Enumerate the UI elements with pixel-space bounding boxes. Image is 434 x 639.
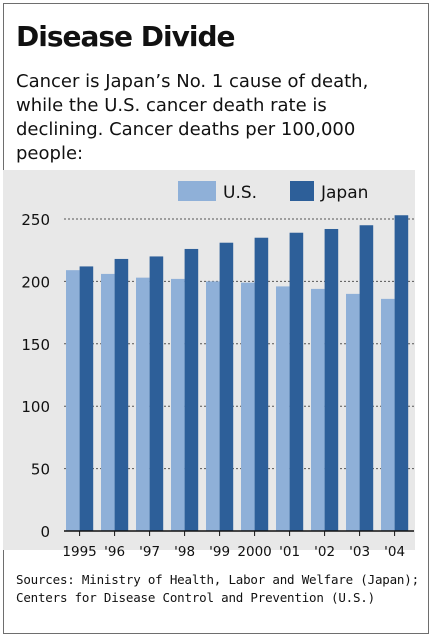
x-tick-label: '02	[314, 544, 335, 560]
x-tick-label: 1995	[62, 544, 96, 560]
bar-japan	[324, 228, 339, 531]
x-tick-label: '01	[279, 544, 300, 560]
x-tick-label: '03	[349, 544, 370, 560]
y-tick-label: 0	[40, 523, 50, 541]
bar-chart: 0 50 100 150 200 250 1995 '96 '97 '98 '99 2000 '01 '0…	[21, 181, 414, 560]
bar-us	[171, 278, 185, 531]
bar-us	[101, 273, 115, 531]
bar-us	[311, 288, 325, 531]
x-tick-label: 2000	[237, 544, 271, 560]
bar-japan	[394, 215, 409, 532]
y-tick-label: 250	[21, 211, 50, 229]
bar-japan	[114, 258, 129, 531]
bar-japan	[289, 232, 304, 531]
legend-label-us: U.S.	[223, 183, 257, 203]
x-tick-label: '97	[139, 544, 160, 560]
y-tick-label: 150	[21, 336, 50, 354]
bar-us	[241, 282, 255, 531]
chart-title: Disease Divide	[16, 20, 236, 53]
bar-us	[136, 277, 150, 531]
x-tick-label: '96	[104, 544, 125, 560]
bar-us	[276, 286, 290, 531]
y-tick-label: 50	[31, 461, 50, 479]
bar-us	[381, 298, 395, 531]
bar-us	[346, 293, 360, 531]
legend-label-japan: Japan	[320, 183, 368, 203]
bar-japan	[219, 242, 234, 531]
bar-japan	[79, 266, 94, 531]
y-tick-label: 200	[21, 273, 50, 291]
bar-us	[206, 281, 220, 531]
bar-japan	[254, 237, 269, 531]
bar-japan	[149, 256, 164, 531]
bar-us	[66, 270, 80, 531]
x-tick-label: '04	[384, 544, 405, 560]
chart-subtitle: Cancer is Japan’s No. 1 cause of death, …	[16, 71, 369, 164]
sources-note: Sources: Ministry of Health, Labor and W…	[16, 572, 419, 605]
legend-swatch-japan	[290, 181, 314, 201]
bar-japan	[184, 248, 199, 531]
bar-japan	[359, 225, 374, 532]
y-tick-label: 100	[21, 398, 50, 416]
x-tick-label: '98	[174, 544, 195, 560]
legend-swatch-us	[178, 181, 216, 201]
x-tick-label: '99	[209, 544, 230, 560]
